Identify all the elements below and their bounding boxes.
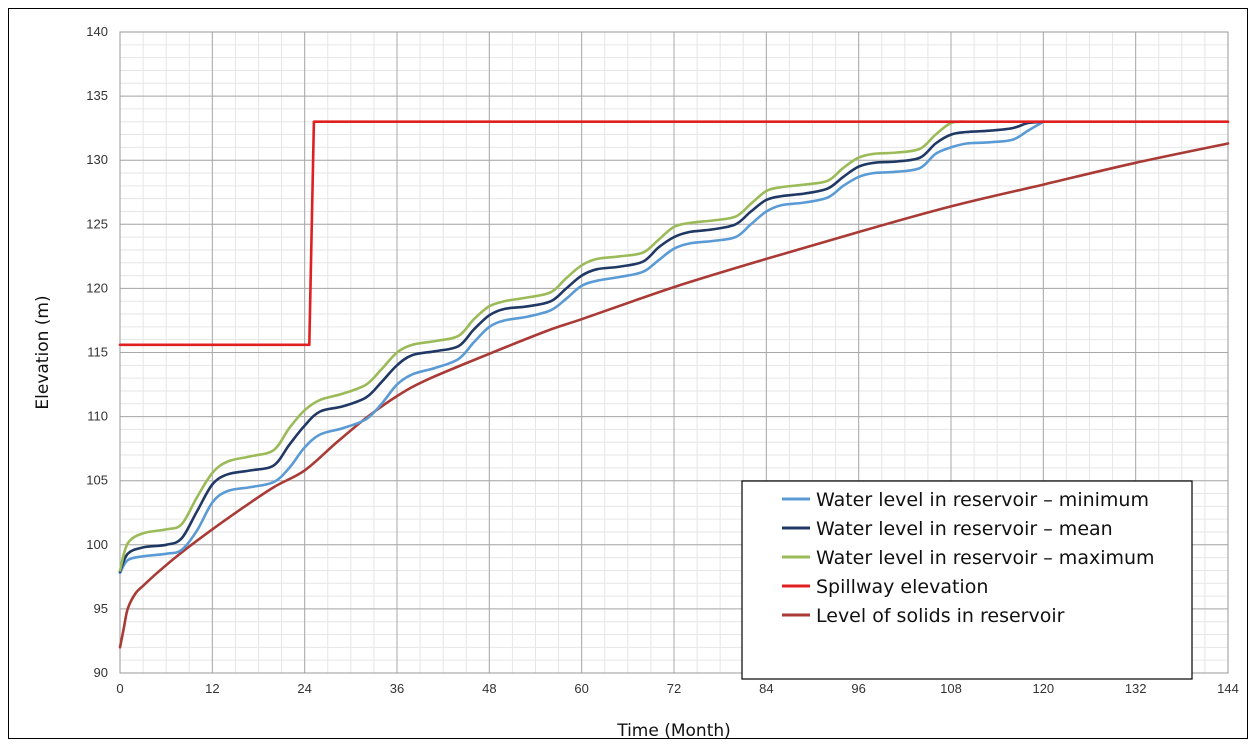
y-tick-label: 95 bbox=[94, 601, 108, 616]
legend-label: Water level in reservoir – maximum bbox=[816, 547, 1155, 569]
series-line-4 bbox=[118, 142, 1230, 649]
x-tick-label: 144 bbox=[1217, 681, 1239, 696]
x-axis-ticks: 0 12 24 36 48 60 72 84 96 108 120 132 144 bbox=[116, 681, 1238, 696]
legend-label: Spillway elevation bbox=[816, 576, 988, 598]
x-tick-label: 132 bbox=[1125, 681, 1147, 696]
plot-area bbox=[119, 31, 1229, 674]
x-tick-label: 0 bbox=[116, 681, 123, 696]
y-tick-label: 125 bbox=[86, 216, 108, 231]
x-tick-label: 60 bbox=[574, 681, 588, 696]
y-tick-label: 110 bbox=[87, 409, 108, 424]
x-tick-label: 96 bbox=[851, 681, 865, 696]
y-tick-label: 140 bbox=[86, 24, 108, 39]
x-tick-label: 36 bbox=[390, 681, 404, 696]
legend-box bbox=[741, 480, 1193, 680]
y-tick-label: 130 bbox=[86, 152, 108, 167]
y-tick-label: 105 bbox=[86, 473, 108, 488]
y-axis-title: Elevation (m) bbox=[33, 295, 53, 409]
y-tick-label: 90 bbox=[94, 665, 108, 680]
y-tick-label: 120 bbox=[86, 280, 108, 295]
legend-label: Water level in reservoir – mean bbox=[816, 518, 1113, 540]
legend: Water level in reservoir – minimum Water … bbox=[741, 480, 1193, 680]
x-tick-label: 12 bbox=[205, 681, 219, 696]
legend-label: Water level in reservoir – minimum bbox=[816, 489, 1149, 511]
series-line-2 bbox=[118, 120, 968, 572]
series-line-1 bbox=[118, 120, 1045, 573]
x-tick-label: 24 bbox=[297, 681, 311, 696]
x-tick-label: 120 bbox=[1032, 681, 1054, 696]
y-axis-ticks: 90 95 100 105 110 115 120 125 130 135 140 bbox=[86, 24, 108, 680]
x-tick-label: 48 bbox=[482, 681, 496, 696]
x-tick-label: 72 bbox=[667, 681, 681, 696]
y-tick-label: 115 bbox=[87, 345, 108, 360]
y-tick-label: 100 bbox=[86, 537, 108, 552]
x-tick-label: 108 bbox=[940, 681, 962, 696]
legend-label: Level of solids in reservoir bbox=[816, 605, 1065, 627]
x-axis-title: Time (Month) bbox=[616, 721, 731, 741]
series-line-0 bbox=[118, 120, 1045, 575]
series-line-3 bbox=[118, 120, 1230, 347]
series-layer bbox=[118, 120, 1230, 649]
y-tick-label: 135 bbox=[86, 88, 108, 103]
x-tick-label: 84 bbox=[759, 681, 773, 696]
